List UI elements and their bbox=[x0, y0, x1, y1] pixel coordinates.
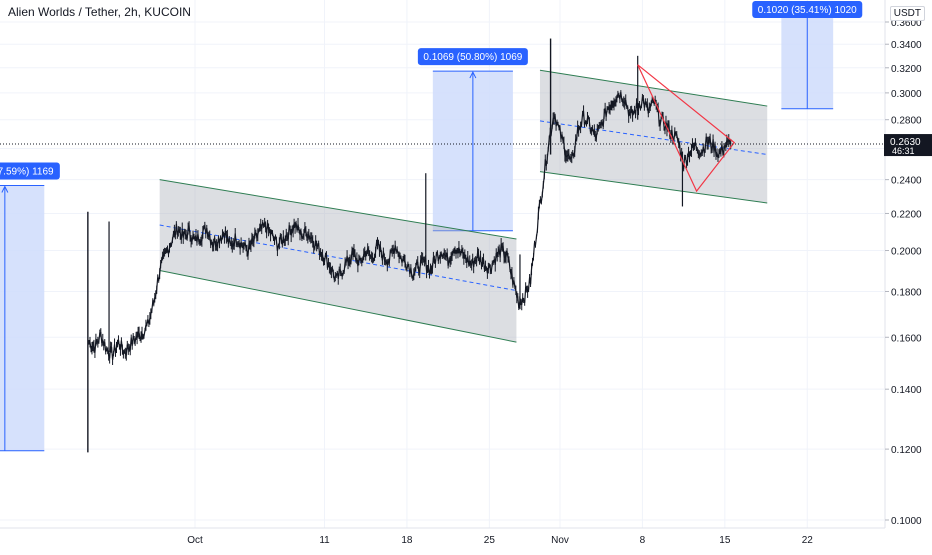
x-tick-label: 11 bbox=[319, 535, 330, 546]
x-tick-label: 8 bbox=[640, 535, 646, 546]
measure-box: 0.1069 (50.80%) 1069 bbox=[418, 48, 528, 231]
x-tick-label: Nov bbox=[551, 535, 569, 546]
measure-label: 0.1020 (35.41%) 1020 bbox=[758, 5, 857, 16]
y-tick-label: 0.3400 bbox=[891, 40, 922, 51]
currency-label[interactable]: USDT bbox=[890, 6, 925, 21]
y-tick-label: 0.1600 bbox=[891, 333, 922, 344]
y-tick-label: 0.2400 bbox=[891, 176, 922, 187]
x-axis-background bbox=[0, 528, 885, 550]
y-tick-label: 0.1200 bbox=[891, 445, 922, 456]
last-price-countdown: 46:31 bbox=[892, 146, 915, 156]
measure-area bbox=[0, 186, 44, 451]
x-tick-label: Oct bbox=[187, 535, 203, 546]
y-tick-label: 0.2800 bbox=[891, 116, 922, 127]
measure-label: 0.1169 (97.59%) 1169 bbox=[0, 167, 54, 178]
y-tick-label: 0.3000 bbox=[891, 89, 922, 100]
chart-title: Alien Worlds / Tether, 2h, KUCOIN bbox=[6, 5, 193, 19]
y-tick-label: 0.1400 bbox=[891, 385, 922, 396]
y-tick-label: 0.1000 bbox=[891, 516, 922, 527]
x-tick-label: 25 bbox=[484, 535, 496, 546]
x-tick-label: 22 bbox=[802, 535, 814, 546]
x-tick-label: 15 bbox=[719, 535, 731, 546]
y-axis-background bbox=[885, 0, 932, 550]
x-tick-label: 18 bbox=[401, 535, 413, 546]
y-tick-label: 0.2000 bbox=[891, 247, 922, 258]
y-tick-label: 0.2200 bbox=[891, 209, 922, 220]
y-tick-label: 0.1800 bbox=[891, 287, 922, 298]
measure-label: 0.1069 (50.80%) 1069 bbox=[423, 52, 522, 63]
y-tick-label: 0.3200 bbox=[891, 64, 922, 75]
